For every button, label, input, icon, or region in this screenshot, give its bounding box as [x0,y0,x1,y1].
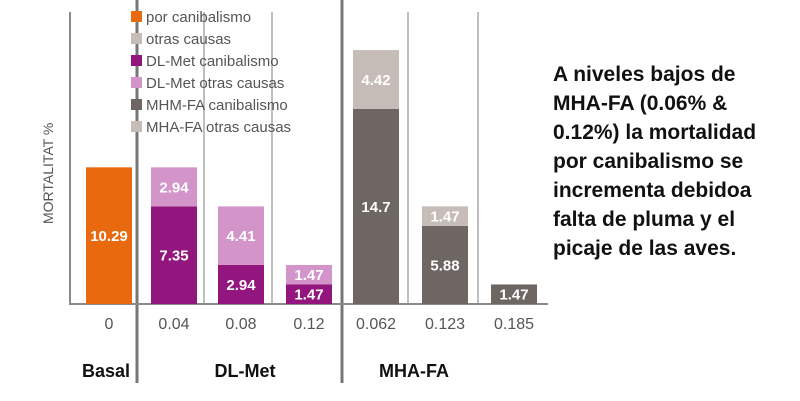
bar-segment [218,264,264,304]
bar-data-label: 10.29 [90,228,128,245]
group-label: Basal [82,361,130,381]
note-line: por canibalismo se [553,150,744,173]
x-tick-label: 0 [105,316,114,333]
bar-data-label: 14.7 [361,199,390,216]
legend-label: por canibalismo [146,9,251,26]
bar-segment [286,264,332,285]
bar-segment [286,284,332,304]
bar-data-label: 1.47 [499,287,528,304]
bar-data-label: 1.47 [294,267,323,284]
note-line: A niveles bajos de [553,63,736,86]
note-line: falta de pluma y el [553,208,736,231]
bar-segment [422,206,468,226]
x-tick-label: 0.04 [158,316,189,333]
bar-segment [151,206,197,304]
legend-swatch [131,55,142,66]
legend-swatch [131,33,142,44]
note-line: MHA-FA (0.06% & [553,92,728,115]
legend-label: DL-Met canibalismo [146,53,279,70]
bar-segment [151,167,197,207]
group-label: MHA-FA [379,361,449,381]
bar-data-label: 7.35 [159,248,188,265]
bar-segment [422,225,468,304]
y-axis-label: MORTALITAT % [40,123,56,224]
legend-label: MHA-FA otras causas [146,119,291,136]
legend-swatch [131,99,142,110]
bar-segment [353,108,399,304]
x-tick-label: 0.08 [225,316,256,333]
bar-segment [491,284,537,304]
note-line: 0.12%) la mortalidad [553,121,757,144]
bar-segment [353,50,399,109]
bar-segment [86,167,132,304]
bar-data-label: 2.94 [226,277,256,294]
bar-data-label: 1.47 [294,287,323,304]
note-line: incrementa debidoa [553,179,752,202]
bar-data-label: 1.47 [430,209,459,226]
legend-label: otras causas [146,31,231,48]
bar-segment [218,206,264,265]
legend-swatch [131,77,142,88]
bar-data-label: 4.41 [226,228,255,245]
legend-label: MHM-FA canibalismo [146,97,288,114]
group-label: DL-Met [215,361,276,381]
legend-swatch [131,121,142,132]
bar-data-label: 4.42 [361,72,390,89]
x-tick-label: 0.185 [494,316,534,333]
legend-swatch [131,11,142,22]
bar-data-label: 2.94 [159,179,189,196]
x-tick-label: 0.062 [356,316,396,333]
annotation-note: A niveles bajos de MHA-FA (0.06% & 0.12%… [553,60,788,263]
x-tick-label: 0.12 [293,316,324,333]
x-tick-label: 0.123 [425,316,465,333]
bar-data-label: 5.88 [430,257,459,274]
legend-label: DL-Met otras causas [146,75,284,92]
note-line: picaje de las aves. [553,237,737,260]
